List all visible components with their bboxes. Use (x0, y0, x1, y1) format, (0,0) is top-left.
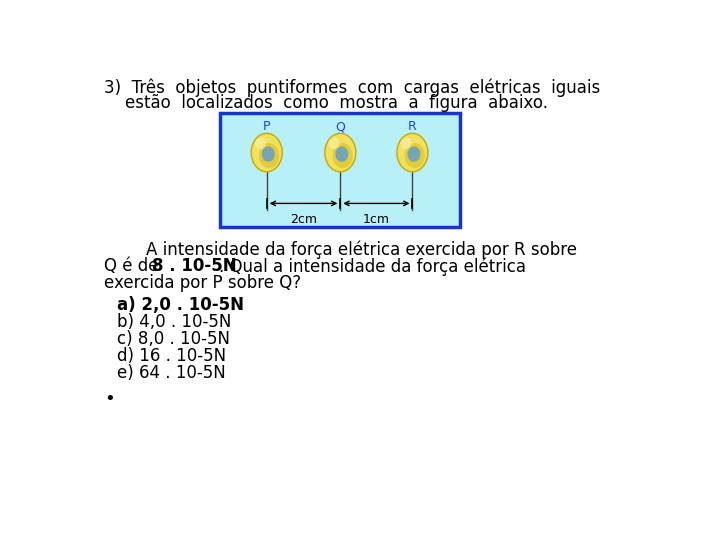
Bar (220, 112, 461, 226)
Ellipse shape (255, 138, 266, 149)
Text: •: • (104, 390, 114, 408)
Text: b) 4,0 . 10-5N: b) 4,0 . 10-5N (117, 313, 232, 330)
Text: . Qual a intensidade da força elétrica: . Qual a intensidade da força elétrica (219, 257, 526, 276)
Text: 8 . 10-5N: 8 . 10-5N (152, 257, 237, 275)
Text: 3)  Três  objetos  puntiformes  com  cargas  elétricas  iguais: 3) Três objetos puntiformes com cargas e… (104, 79, 600, 97)
Text: d) 16 . 10-5N: d) 16 . 10-5N (117, 347, 226, 364)
Ellipse shape (329, 138, 340, 149)
Ellipse shape (336, 146, 348, 162)
Ellipse shape (325, 133, 356, 172)
Text: e) 64 . 10-5N: e) 64 . 10-5N (117, 363, 226, 382)
Ellipse shape (251, 133, 282, 172)
Ellipse shape (259, 143, 279, 168)
Ellipse shape (397, 133, 428, 172)
Text: Q: Q (336, 120, 346, 133)
Text: a) 2,0 . 10-5N: a) 2,0 . 10-5N (117, 296, 244, 314)
Text: exercida por P sobre Q?: exercida por P sobre Q? (104, 274, 301, 292)
Ellipse shape (408, 146, 420, 162)
Text: A intensidade da força elétrica exercida por R sobre: A intensidade da força elétrica exercida… (104, 240, 577, 259)
Ellipse shape (401, 138, 412, 149)
Text: R: R (408, 120, 417, 133)
Ellipse shape (405, 143, 425, 168)
Text: Q é de: Q é de (104, 257, 163, 275)
Text: c) 8,0 . 10-5N: c) 8,0 . 10-5N (117, 330, 230, 348)
Text: 2cm: 2cm (290, 213, 317, 226)
Text: 1cm: 1cm (363, 213, 390, 226)
Text: estão  localizados  como  mostra  a  figura  abaixo.: estão localizados como mostra a figura a… (104, 94, 548, 112)
Ellipse shape (262, 146, 275, 162)
Ellipse shape (333, 143, 353, 168)
Text: P: P (263, 120, 271, 133)
